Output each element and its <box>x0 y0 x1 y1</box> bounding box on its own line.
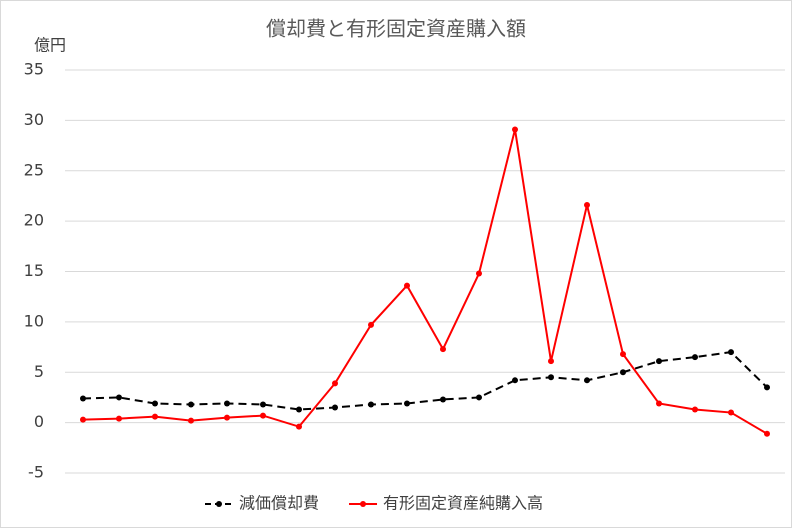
point <box>224 414 230 421</box>
point <box>116 394 122 401</box>
point <box>548 358 554 365</box>
point <box>620 369 626 376</box>
point <box>440 396 446 403</box>
point <box>80 416 86 423</box>
point <box>368 321 374 328</box>
point <box>116 415 122 422</box>
point <box>260 412 266 419</box>
point <box>404 400 410 407</box>
point <box>656 400 662 407</box>
y-tick-label: 35 <box>24 60 44 79</box>
point <box>332 404 338 411</box>
point <box>224 400 230 407</box>
point <box>80 395 86 402</box>
point <box>620 351 626 358</box>
series-line <box>82 129 768 435</box>
y-tick-label: 30 <box>24 110 44 129</box>
point <box>368 401 374 408</box>
y-tick-label: 20 <box>24 211 44 230</box>
point <box>512 377 518 384</box>
legend-marker <box>216 501 222 507</box>
legend-label: 減価償却費 <box>239 494 319 513</box>
y-tick-label: 25 <box>24 160 44 179</box>
point <box>296 423 302 430</box>
point <box>476 394 482 401</box>
y-tick-label: 10 <box>24 311 44 330</box>
point <box>260 401 266 408</box>
point <box>440 346 446 353</box>
legend-marker <box>360 501 367 507</box>
point <box>548 374 554 381</box>
point <box>476 270 482 277</box>
point <box>152 413 158 420</box>
point <box>332 380 338 387</box>
y-tick-label: 15 <box>24 261 44 280</box>
point <box>512 126 518 133</box>
point <box>152 400 158 407</box>
point <box>692 406 698 413</box>
point <box>404 282 410 289</box>
point <box>296 406 302 413</box>
point <box>584 202 590 209</box>
point <box>584 377 590 384</box>
point <box>764 384 770 391</box>
series-line <box>82 351 768 411</box>
point <box>188 401 194 408</box>
point <box>692 354 698 361</box>
y-unit: 億円 <box>34 36 66 55</box>
y-tick-label: 0 <box>34 412 44 431</box>
y-tick-label: 5 <box>34 362 44 381</box>
chart-title: 償却費と有形固定資産購入額 <box>266 17 526 41</box>
y-tick-label: -5 <box>28 463 44 482</box>
point <box>188 417 194 424</box>
point <box>728 409 734 416</box>
legend-label: 有形固定資産純購入高 <box>383 494 543 513</box>
point <box>764 430 770 437</box>
point <box>656 358 662 365</box>
point <box>728 349 734 356</box>
